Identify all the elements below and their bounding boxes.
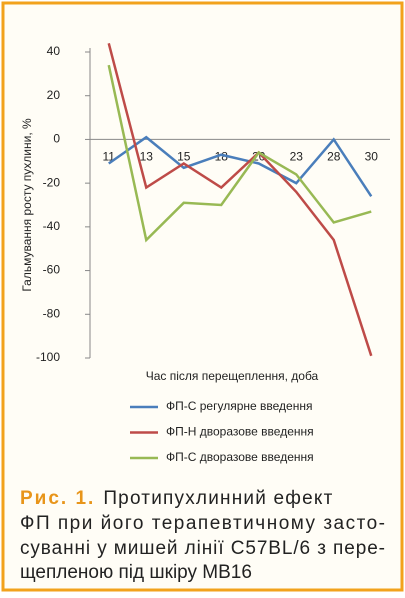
caption-line: суванні у мишей лінії C57BL/6 з пере- [20, 538, 385, 559]
legend-label: ФП-Н дворазове введення [166, 425, 314, 439]
x-tick-label: 23 [290, 150, 304, 164]
caption-text: Протипухлинний ефект [103, 488, 333, 509]
y-tick-label: -100 [36, 350, 60, 364]
x-tick-label: 18 [215, 150, 229, 164]
x-tick-label: 30 [365, 150, 379, 164]
y-tick-label: -20 [43, 175, 61, 189]
x-axis-label: Час після перещеплення, доба [146, 369, 319, 383]
y-tick-label: 0 [53, 132, 60, 146]
series-line [107, 42, 373, 357]
y-axis-label: Гальмування росту пухлини, % [20, 118, 34, 292]
legend-label: ФП-С дворазове введення [166, 450, 314, 464]
caption-line: ФП при його терапевтичному засто- [20, 513, 385, 534]
y-tick-label: -40 [43, 219, 61, 233]
x-tick-label: 20 [252, 150, 266, 164]
series-line [107, 64, 372, 243]
y-tick-label: -60 [43, 263, 61, 277]
y-tick-label: 40 [47, 44, 61, 58]
y-tick-label: 20 [47, 88, 61, 102]
series-line [108, 135, 373, 197]
caption-line: Рис. 1. Протипухлинний ефект [20, 488, 334, 509]
legend-label: ФП-С регулярне введення [166, 399, 312, 413]
x-tick-label: 13 [140, 150, 154, 164]
x-tick-label: 15 [177, 150, 191, 164]
caption-line: щепленою під шкіру MB16 [20, 562, 252, 583]
x-tick-label: 28 [327, 150, 341, 164]
caption-label: Рис. 1. [20, 488, 95, 509]
y-tick-label: -80 [43, 306, 61, 320]
